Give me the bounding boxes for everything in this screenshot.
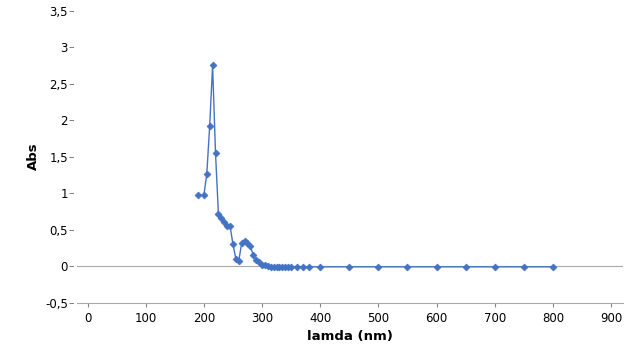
Text: –: – [69,298,74,308]
Text: –: – [69,6,74,16]
Text: –: – [69,225,74,235]
Text: –: – [69,261,74,271]
Y-axis label: Abs: Abs [26,143,40,171]
Text: –: – [69,115,74,125]
X-axis label: lamda (nm): lamda (nm) [307,330,393,343]
Text: –: – [69,188,74,198]
Text: –: – [69,152,74,162]
Text: –: – [69,79,74,89]
Text: –: – [69,42,74,52]
